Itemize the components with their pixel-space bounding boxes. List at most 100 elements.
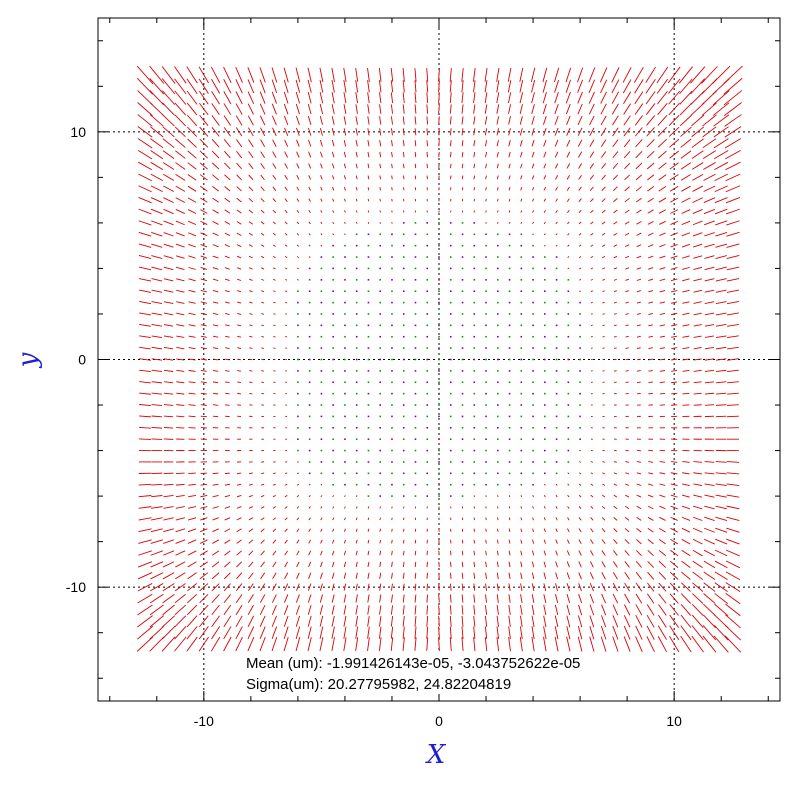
vector-arrow xyxy=(726,549,740,557)
vector-point xyxy=(485,313,487,315)
vector-arrow xyxy=(520,528,523,533)
vector-point xyxy=(308,313,311,315)
vector-point xyxy=(367,495,370,497)
vector-arrow xyxy=(484,68,488,82)
vector-arrow xyxy=(237,358,242,361)
vector-arrow xyxy=(681,516,691,521)
vector-point xyxy=(414,370,417,372)
vector-arrow xyxy=(704,243,715,248)
vector-point xyxy=(544,358,546,361)
vector-arrow xyxy=(613,494,618,498)
vector-arrow xyxy=(283,115,289,126)
vector-arrow xyxy=(496,615,499,627)
vector-arrow xyxy=(601,572,606,580)
vector-arrow xyxy=(555,233,558,236)
vector-arrow xyxy=(635,127,643,137)
vector-arrow xyxy=(691,162,704,170)
vector-arrow xyxy=(461,637,464,651)
vector-point xyxy=(391,347,393,349)
vector-arrow xyxy=(211,127,220,137)
vector-arrow xyxy=(320,244,323,247)
vector-arrow xyxy=(261,267,265,270)
vector-arrow xyxy=(355,140,358,147)
vector-point xyxy=(520,335,523,338)
vector-arrow xyxy=(646,614,655,628)
vector-point xyxy=(555,267,558,270)
vector-arrow xyxy=(332,186,335,191)
vector-arrow xyxy=(723,90,743,106)
vector-arrow xyxy=(657,636,668,653)
vector-arrow xyxy=(187,138,197,148)
vector-arrow xyxy=(473,572,476,579)
vector-arrow xyxy=(726,289,740,293)
vector-point xyxy=(367,404,370,406)
vector-arrow xyxy=(175,517,185,521)
vector-arrow xyxy=(163,517,174,521)
vector-arrow xyxy=(659,232,666,237)
vector-point xyxy=(391,483,393,486)
vector-point xyxy=(485,279,487,281)
vector-arrow xyxy=(635,174,643,181)
vector-arrow xyxy=(726,278,740,282)
vector-arrow xyxy=(163,392,174,395)
vector-point xyxy=(544,324,546,327)
vector-arrow xyxy=(496,594,499,603)
vector-point xyxy=(344,267,346,270)
vector-arrow xyxy=(613,539,618,545)
vector-arrow xyxy=(531,583,535,592)
vector-arrow xyxy=(284,517,288,521)
vector-arrow xyxy=(272,174,277,180)
vector-point xyxy=(449,256,452,258)
vector-arrow xyxy=(163,495,174,498)
vector-arrow xyxy=(713,635,729,653)
vector-arrow xyxy=(623,625,631,640)
vector-arrow xyxy=(543,494,546,498)
vector-arrow xyxy=(186,626,198,640)
vector-arrow xyxy=(272,151,277,158)
vector-point xyxy=(332,313,334,315)
vector-arrow xyxy=(259,103,266,115)
vector-point xyxy=(344,415,346,418)
vector-arrow xyxy=(703,220,715,226)
vector-arrow xyxy=(187,572,197,580)
vector-arrow xyxy=(614,347,617,349)
vector-arrow xyxy=(704,335,715,338)
vector-arrow xyxy=(473,175,476,180)
y-tick-label: 10 xyxy=(70,124,86,140)
vector-arrow xyxy=(260,494,265,498)
vector-arrow xyxy=(543,175,547,180)
vector-arrow xyxy=(175,495,185,498)
vector-point xyxy=(532,244,534,247)
vector-arrow xyxy=(284,163,288,169)
vector-arrow xyxy=(224,197,231,203)
vector-point xyxy=(508,290,511,292)
vector-arrow xyxy=(566,139,571,147)
vector-point xyxy=(449,381,452,384)
vector-point xyxy=(344,449,346,452)
vector-arrow xyxy=(659,335,666,338)
vector-arrow xyxy=(668,114,680,126)
vector-arrow xyxy=(624,186,630,192)
vector-arrow xyxy=(200,197,208,203)
vector-point xyxy=(555,461,558,463)
vector-arrow xyxy=(485,539,487,544)
vector-point xyxy=(308,381,311,384)
vector-point xyxy=(508,392,511,395)
vector-arrow xyxy=(224,209,231,214)
vector-arrow xyxy=(520,495,523,498)
vector-arrow xyxy=(319,626,324,639)
vector-arrow xyxy=(681,232,691,237)
vector-arrow xyxy=(531,636,535,652)
vector-arrow xyxy=(139,415,151,418)
vector-arrow xyxy=(248,528,254,533)
vector-arrow xyxy=(260,528,265,533)
vector-arrow xyxy=(590,324,593,327)
vector-arrow xyxy=(601,221,606,225)
vector-arrow xyxy=(367,506,370,509)
vector-arrow xyxy=(273,278,276,281)
vector-arrow xyxy=(224,561,231,568)
vector-arrow xyxy=(235,615,243,628)
vector-arrow xyxy=(391,550,393,556)
vector-point xyxy=(367,358,370,361)
